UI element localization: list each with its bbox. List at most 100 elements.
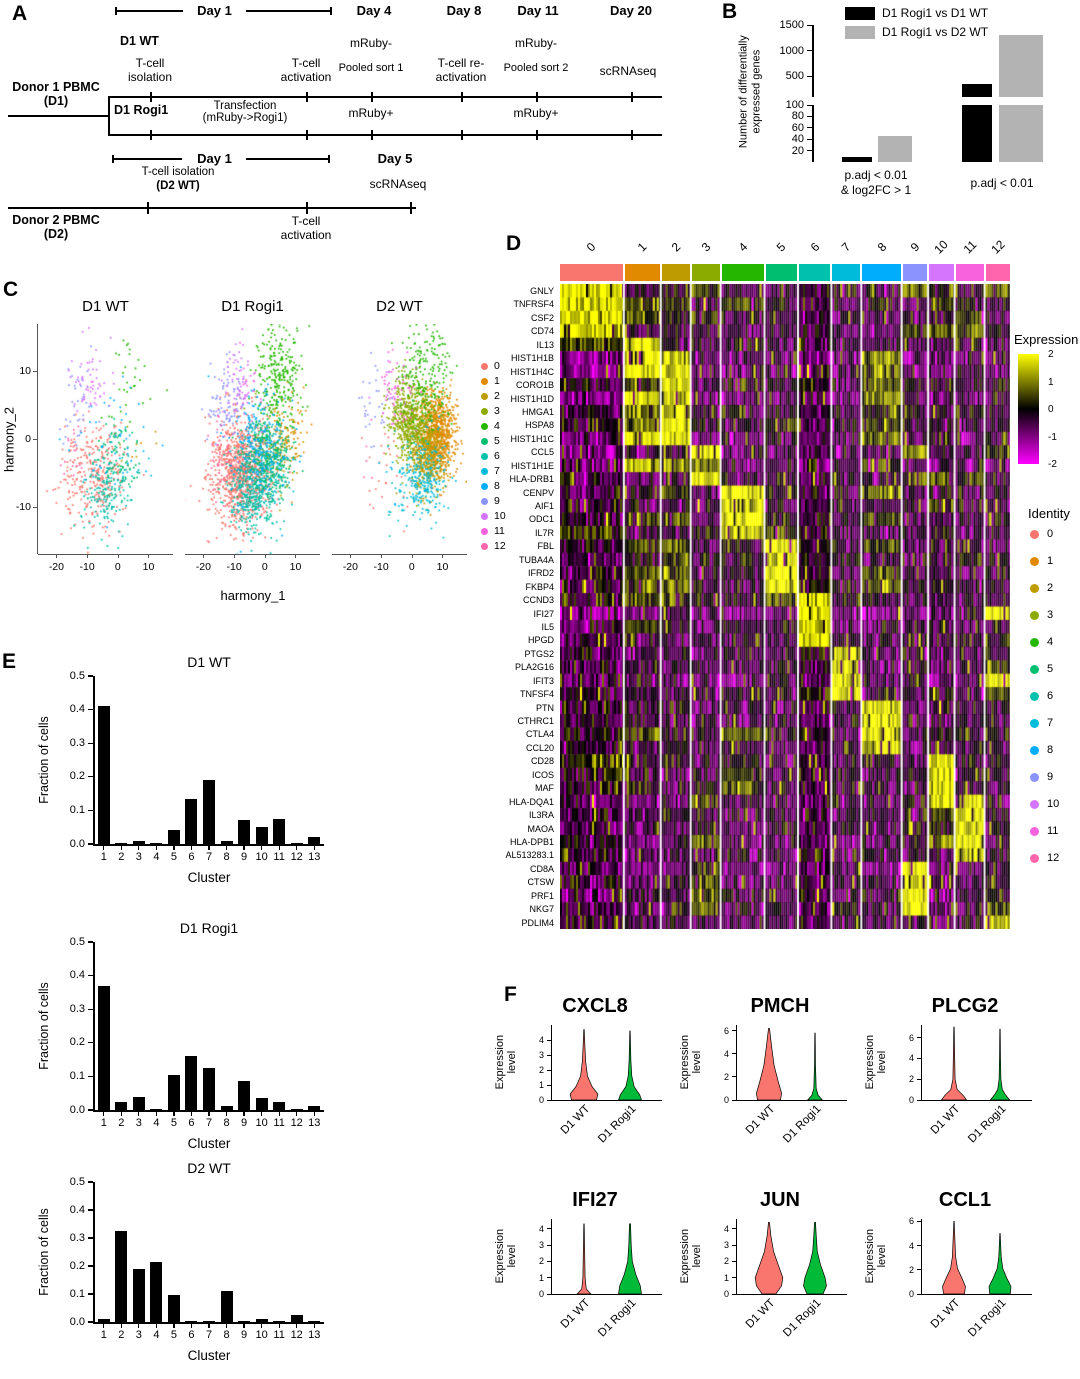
day1-label: Day 1	[197, 3, 232, 18]
gene-label: HLA-DQA1	[508, 796, 554, 807]
d1-wt-branch-label: D1 WT	[120, 34, 159, 48]
violin-svg	[576, 1223, 642, 1294]
identity-legend-label: 11	[1047, 825, 1059, 837]
legend-swatch-black	[845, 7, 875, 20]
f-y-axis-label: Expression level	[678, 1228, 703, 1284]
e-bar	[290, 843, 303, 844]
gene-label: NKG7	[529, 904, 554, 915]
c-x-tick-mark	[381, 554, 383, 558]
identity-legend-label: 12	[1047, 852, 1060, 864]
cluster-legend-label: 5	[494, 435, 500, 447]
e-x-tick-label: 9	[241, 1117, 248, 1129]
gene-label: IL13	[536, 339, 554, 350]
expression-colorbar-ticks: 2 1 0 -1 -2	[1044, 349, 1074, 470]
cluster-strip-block	[985, 264, 1010, 281]
e-plot-area: 0.0 0.1 0.2 0.3 0.4 0.5 1 2 3 4 5 6 7 8 9 10 11 12 13	[70, 670, 325, 863]
c-y-tick-label: 0	[25, 433, 31, 445]
c-y-tick-mark	[33, 506, 37, 508]
e-y-tick-mark	[88, 1209, 93, 1211]
identity-legend-dot	[1030, 800, 1039, 809]
violin-subplot-ifi27: IFI27 Expression level 0 1 2 3 4 D1 WT D1 Rogi1	[490, 1189, 670, 1379]
e-bar	[115, 1101, 128, 1110]
e-bar	[273, 1321, 286, 1322]
e-x-tick-label: 12	[290, 1329, 303, 1341]
f-y-tick-label: 1	[538, 1272, 544, 1283]
cluster-strip-block	[929, 264, 954, 281]
gene-label: PTN	[536, 702, 554, 713]
c-x-tick-mark	[350, 554, 352, 558]
e-x-tick-label: 7	[205, 851, 213, 863]
e-bar	[150, 1261, 163, 1322]
e-x-tick-mark	[155, 1111, 157, 1116]
c-y-tick-mark	[33, 439, 37, 440]
f-y-tick-mark	[732, 1293, 736, 1295]
event-tick-d2	[410, 202, 412, 214]
e-x-tick-label: 13	[308, 851, 321, 863]
b-y-tick-mark	[807, 75, 812, 78]
e-x-tick-label: 4	[153, 851, 160, 863]
b-y-axis-upper	[812, 25, 814, 97]
heatmap-column-number: 8	[874, 239, 889, 255]
e-y-tick-label: 0.5	[69, 935, 85, 948]
e-y-tick-mark	[88, 675, 93, 677]
e-y-tick-label: 0.1	[69, 1069, 85, 1082]
identity-legend-dot	[1030, 773, 1039, 782]
violin-plot-area: 0 2 4 6	[909, 1025, 1032, 1105]
pooled-sort2-label: Pooled sort 2	[503, 62, 569, 74]
heatmap-column-number: 3	[698, 239, 713, 255]
gene-label: HLA-DRB1	[509, 474, 554, 485]
day1-bracket-line	[115, 10, 183, 12]
e-x-tick-label: 3	[135, 1117, 142, 1129]
b-y-tick-label: 100	[785, 99, 804, 111]
heatmap-column-number: 7	[839, 239, 854, 255]
panel-b-deg-barchart: B D1 Rogi1 vs D1 WT D1 Rogi1 vs D2 WT Nu…	[712, 0, 1080, 238]
gene-label: CSF2	[530, 312, 554, 323]
expression-tick-label: 1	[1048, 376, 1054, 388]
b-y-tick-mark	[807, 50, 812, 52]
day1-bracket-tick	[330, 7, 332, 15]
e-y-axis-line	[93, 942, 95, 1112]
cluster-legend-label: 3	[494, 405, 500, 417]
f-y-axis-label: Expression level	[863, 1228, 888, 1284]
e-x-tick-mark	[138, 1111, 140, 1116]
b-y-tick-mark	[807, 24, 812, 26]
event-tick	[306, 92, 308, 102]
e-x-tick-label: 8	[223, 1117, 230, 1129]
mruby-minus-label: mRuby-	[349, 36, 392, 50]
e-bar	[203, 1321, 215, 1322]
e-y-tick-label: 0.1	[69, 1287, 85, 1300]
e-bar	[150, 842, 163, 844]
identity-legend-dot	[1030, 719, 1039, 728]
violin-subplot-plcg2: PLCG2 Expression level 0 2 4 6 D1 WT D1 Rogi1	[860, 995, 1040, 1185]
cluster-strip-block	[798, 264, 831, 281]
violin-title: IFI27	[572, 1189, 618, 1211]
e-x-tick-label: 7	[205, 1329, 213, 1341]
f-x-axis-line	[550, 1294, 662, 1296]
gene-label: TUBA4A	[518, 554, 554, 565]
identity-legend-title: Identity	[1028, 506, 1070, 521]
f-y-tick-mark	[917, 1245, 921, 1247]
e-x-tick-mark	[225, 1323, 228, 1328]
e-y-axis-label: Fraction of cells	[37, 716, 51, 804]
f-y-tick-mark	[547, 1054, 551, 1056]
rogi-branch-line	[108, 134, 662, 136]
e-y-tick-mark	[88, 1075, 93, 1077]
c-x-tick-label: -10	[226, 561, 242, 573]
e-x-axis-label: Cluster	[187, 870, 231, 885]
c-x-tick-label: 0	[408, 561, 415, 573]
e-x-tick-label: 1	[100, 1329, 107, 1341]
event-tick	[371, 130, 373, 140]
violin-svg	[569, 1029, 642, 1100]
gene-label: IFI27	[533, 608, 554, 619]
donor2-line	[8, 207, 416, 209]
bar-chart-d1rogi: D1 Rogi1 Fraction of cells 0.0 0.1 0.2 0.3 0…	[0, 920, 350, 1160]
cluster-legend-dot	[481, 498, 488, 505]
violin-svg	[756, 1028, 823, 1100]
e-x-tick-mark	[208, 845, 210, 850]
bar-gray	[878, 136, 912, 162]
e-y-tick-label: 0.2	[69, 1259, 85, 1272]
e-x-tick-label: 8	[223, 851, 230, 863]
f-y-axis-label: Expression level	[493, 1034, 518, 1090]
e-bar	[167, 829, 180, 844]
identity-legend-dot	[1030, 665, 1039, 674]
